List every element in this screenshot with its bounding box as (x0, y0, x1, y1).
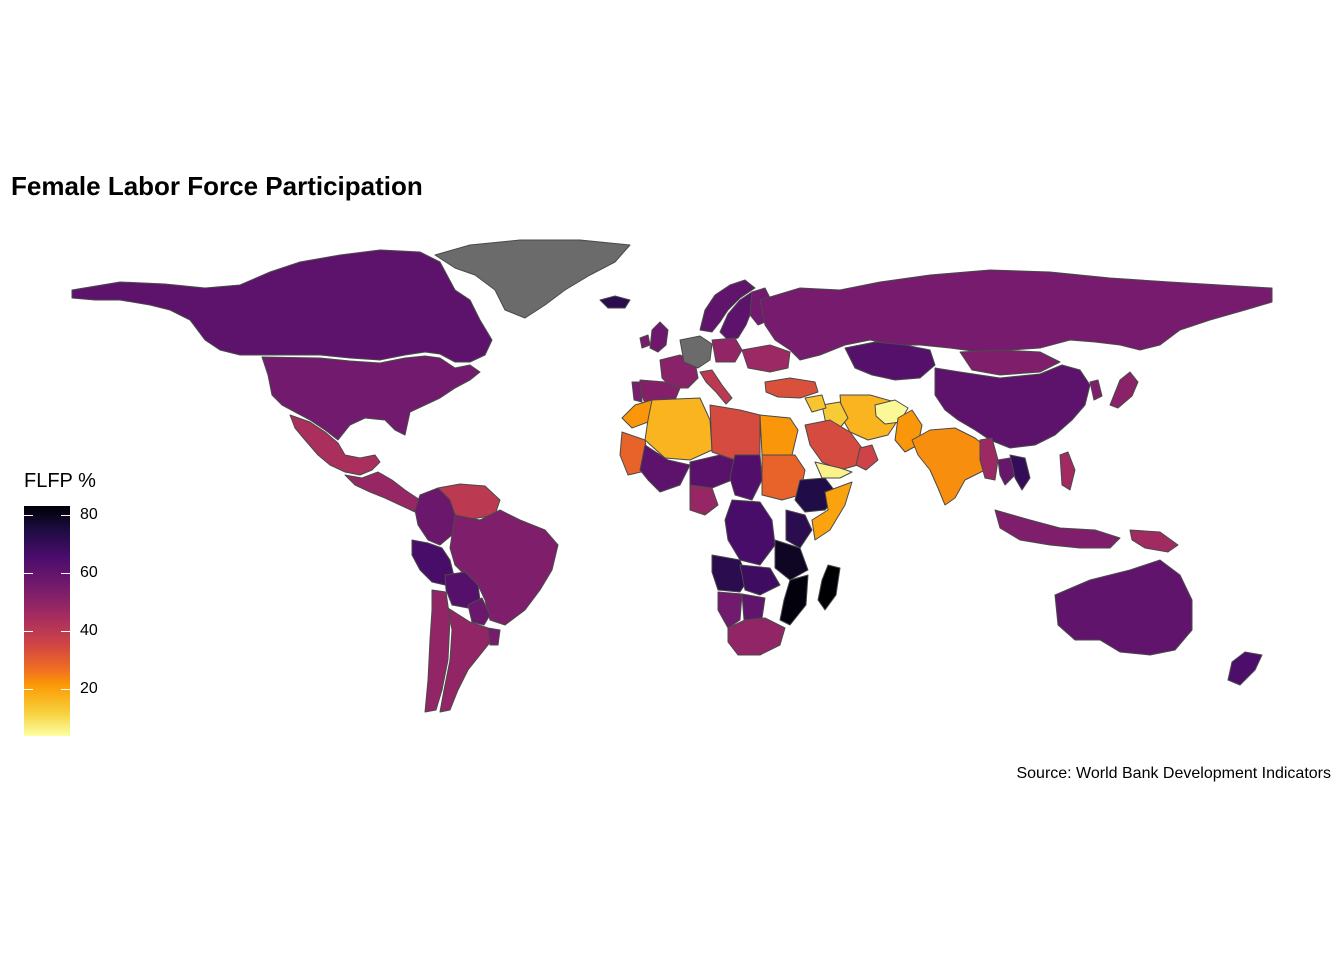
country-china (934, 364, 1091, 449)
country-russia (759, 269, 1273, 361)
country-south-africa (727, 617, 786, 656)
country-namibia (717, 591, 743, 629)
country-poland (711, 337, 743, 363)
country-dr-congo (724, 499, 776, 566)
country-kazakhstan (844, 341, 936, 381)
legend-tick-mark (24, 514, 33, 516)
country-madagascar (817, 564, 841, 611)
country-italy (699, 369, 733, 405)
country-chad (729, 454, 763, 501)
country-somalia (811, 481, 853, 541)
country-niger (689, 454, 736, 489)
country-uruguay (487, 627, 501, 646)
country-oman (855, 444, 879, 471)
country-germany (679, 335, 713, 369)
country-united-states (261, 355, 481, 441)
legend-tick-label: 80 (80, 505, 98, 523)
source-caption: Source: World Bank Development Indicator… (1016, 765, 1331, 782)
country-libya (709, 404, 761, 461)
country-new-zealand (1227, 651, 1263, 686)
country-central-america (344, 471, 429, 513)
country-paraguay (467, 597, 491, 626)
country-mali (639, 444, 691, 493)
country-regions (71, 239, 1273, 713)
legend-tick-mark (61, 631, 70, 633)
legend-tick-mark (24, 631, 33, 633)
country-canada (71, 249, 493, 363)
country-algeria (644, 397, 713, 461)
country-mozambique (779, 574, 809, 626)
country-nigeria (689, 484, 719, 516)
legend-tick-mark (24, 572, 33, 574)
country-mexico (289, 414, 381, 476)
country-australia (1054, 559, 1193, 656)
country-colombia (414, 487, 456, 546)
map-title: Female Labor Force Participation (11, 171, 423, 201)
country-philippines (1059, 451, 1076, 491)
country-syria (804, 394, 827, 413)
legend-tick-label: 60 (80, 563, 98, 581)
legend-title: FLFP % (24, 470, 96, 492)
country-india (911, 427, 991, 506)
legend-tick-mark (61, 514, 70, 516)
country-angola (711, 554, 749, 593)
country-vietnam (1009, 454, 1031, 491)
country-myanmar (979, 437, 999, 481)
country-indonesia (994, 509, 1121, 549)
legend-tick-mark (61, 689, 70, 691)
country-chile (424, 589, 451, 713)
country-turkey (764, 377, 819, 399)
legend-color-bar (24, 506, 70, 736)
country-united-kingdom (649, 321, 669, 353)
country-greenland (434, 239, 631, 319)
legend-tick-label: 20 (80, 680, 98, 698)
country-portugal (631, 381, 643, 403)
legend-tick-mark (61, 572, 70, 574)
country-papua-new-guinea (1129, 529, 1179, 553)
country-ireland (639, 334, 651, 349)
country-yemen (814, 461, 853, 479)
country-japan (1109, 371, 1139, 409)
country-brazil (449, 509, 559, 626)
country-thailand (997, 457, 1016, 486)
country-norway (699, 279, 756, 333)
country-mongolia (959, 349, 1061, 376)
legend-tick-mark (24, 689, 33, 691)
country-zambia (739, 564, 781, 596)
country-ukraine (741, 344, 791, 373)
country-tanzania (774, 539, 809, 581)
country-iceland (599, 295, 631, 309)
country-egypt (759, 414, 799, 456)
country-korea (1089, 379, 1103, 401)
country-kenya (785, 509, 813, 549)
country-botswana (741, 593, 766, 621)
legend-tick-label: 40 (80, 622, 98, 640)
